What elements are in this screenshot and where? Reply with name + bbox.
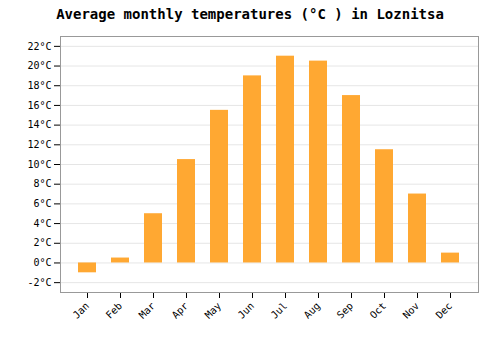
svg-text:Feb: Feb: [104, 300, 125, 321]
svg-text:0°C: 0°C: [33, 257, 51, 268]
svg-text:6°C: 6°C: [33, 198, 51, 209]
svg-text:14°C: 14°C: [27, 119, 51, 130]
svg-text:8°C: 8°C: [33, 178, 51, 189]
svg-text:-2°C: -2°C: [27, 277, 51, 288]
svg-text:10°C: 10°C: [27, 159, 51, 170]
svg-text:Apr: Apr: [170, 300, 191, 321]
svg-text:Oct: Oct: [368, 300, 389, 321]
svg-text:4°C: 4°C: [33, 218, 51, 229]
svg-text:Mar: Mar: [137, 300, 158, 321]
svg-text:May: May: [203, 300, 224, 321]
svg-text:Aug: Aug: [302, 300, 323, 321]
svg-text:Dec: Dec: [434, 300, 455, 321]
svg-text:16°C: 16°C: [27, 100, 51, 111]
html-text:Average monthly temperatures (: Average monthly temperatures (°C ) in Lo…: [56, 6, 444, 22]
svg-text:22°C: 22°C: [27, 41, 51, 52]
svg-text:Jan: Jan: [71, 300, 92, 321]
svg-text:Sep: Sep: [335, 300, 356, 321]
svg-text:18°C: 18°C: [27, 80, 51, 91]
svg-text:20°C: 20°C: [27, 60, 51, 71]
svg-text:2°C: 2°C: [33, 237, 51, 248]
svg-text:Nov: Nov: [401, 300, 422, 321]
svg-text:Jun: Jun: [236, 300, 257, 321]
svg-text:Jul: Jul: [269, 300, 290, 321]
svg-text:12°C: 12°C: [27, 139, 51, 150]
